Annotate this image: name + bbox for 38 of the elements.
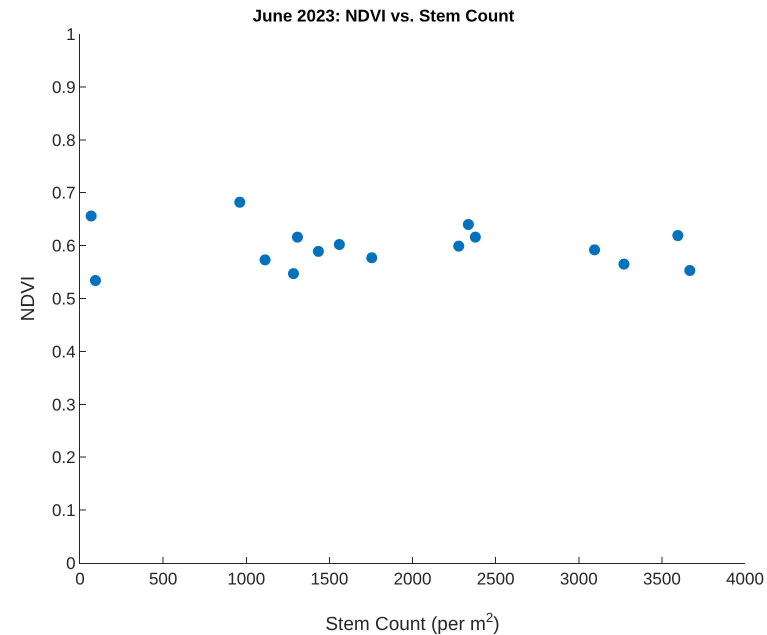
chart-title: June 2023: NDVI vs. Stem Count: [252, 6, 515, 26]
y-tick-label: 0.7: [52, 184, 76, 203]
point: [90, 275, 101, 286]
y-tick-label: 1: [66, 24, 76, 44]
x-tick-label: 3500: [642, 569, 681, 588]
point: [288, 268, 299, 280]
x-tick-label: 2500: [476, 569, 515, 588]
y-tick-label: 0.3: [52, 395, 76, 414]
point: [618, 258, 630, 270]
point: [589, 244, 600, 256]
x-tick-label: 2000: [394, 569, 432, 588]
y-axis-title: NDVI: [18, 276, 39, 322]
y-tick-label: 0.4: [52, 342, 76, 362]
point: [684, 264, 696, 276]
point: [312, 246, 324, 257]
point: [366, 252, 378, 264]
point: [462, 218, 474, 230]
y-tick-label: 0.9: [52, 78, 76, 97]
x-tick-label: 4000: [726, 569, 764, 588]
y-tick-label: 0.6: [52, 236, 76, 256]
y-tick-label: 0.5: [52, 289, 76, 308]
y-tick-label: 0.8: [52, 130, 76, 150]
x-axis-title: Stem Count (per m$^{2}$): [325, 610, 500, 635]
point: [672, 230, 684, 242]
point: [292, 232, 303, 243]
point: [334, 239, 345, 250]
y-tick-label: 0: [66, 554, 76, 573]
point: [260, 254, 271, 266]
point: [470, 232, 481, 243]
y-tick-label: 0.2: [52, 448, 76, 468]
point: [86, 210, 97, 222]
x-tick-label: 1000: [227, 569, 266, 588]
x-tick-label: 500: [148, 569, 178, 588]
point: [453, 240, 464, 252]
x-tick-label: 3000: [560, 569, 598, 588]
point: [234, 196, 246, 208]
y-tick-label: 0.1: [52, 501, 76, 520]
x-tick-label: 1500: [310, 569, 348, 588]
